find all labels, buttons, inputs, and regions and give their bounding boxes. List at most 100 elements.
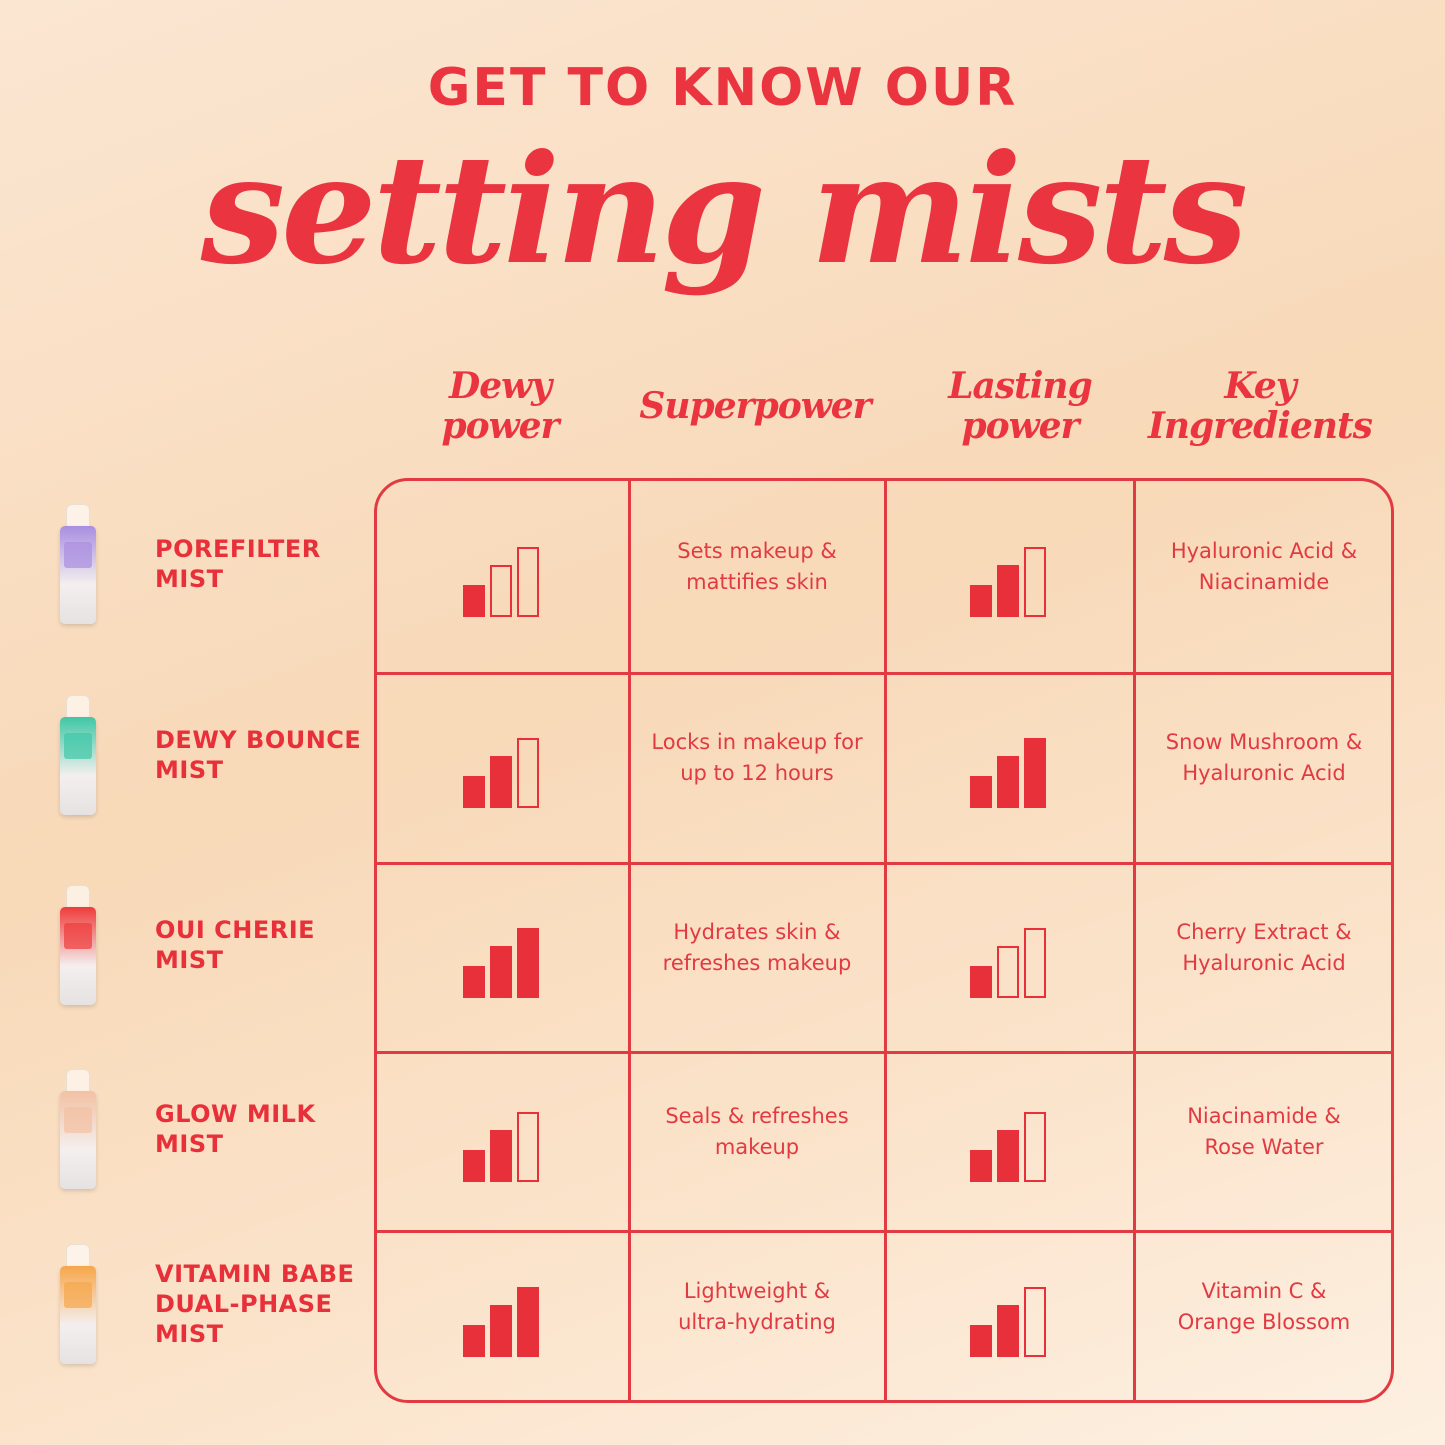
table-column-divider	[628, 481, 631, 1400]
dewy-power-rating	[463, 738, 543, 808]
ingredients-cell: Hyaluronic Acid & Niacinamide	[1134, 481, 1391, 653]
rating-bar-filled	[463, 776, 485, 808]
table-row-divider	[377, 1051, 1391, 1054]
product-name: POREFILTER MIST	[155, 534, 321, 594]
rating-bar-filled	[996, 565, 1019, 617]
ingredients-cell-line: Cherry Extract &	[1176, 919, 1352, 944]
product-name-line: VITAMIN BABE	[155, 1260, 355, 1288]
superpower-cell: Lightweight & ultra-hydrating	[629, 1231, 885, 1383]
ingredients-cell-line: Snow Mushroom &	[1165, 730, 1363, 754]
superpower-cell: Hydrates skin & refreshes makeup	[629, 863, 885, 1032]
page-title: setting mists	[200, 122, 1248, 298]
superpower-cell-line: refreshes makeup	[662, 950, 852, 975]
rating-bar-filled	[969, 965, 992, 998]
rating-bar-filled	[463, 1149, 485, 1182]
ingredients-cell: Vitamin C & Orange Blossom	[1134, 1231, 1391, 1383]
column-header-line: Dewy	[448, 365, 552, 407]
product-name: GLOW MILK MIST	[155, 1099, 316, 1159]
superpower-cell-line: Hydrates skin &	[673, 919, 841, 944]
column-header-dewy-power: Dewy power	[420, 366, 580, 446]
ingredients-cell-line: Rose Water	[1204, 1134, 1324, 1159]
table-column-divider	[1133, 481, 1136, 1400]
ingredients-cell-line: Niacinamide &	[1187, 1103, 1341, 1128]
rating-bar-empty	[1023, 1111, 1046, 1182]
rating-bar-filled	[969, 776, 992, 808]
rating-bar-filled	[517, 1287, 539, 1357]
product-bottle-icon	[60, 504, 96, 624]
rating-bar-empty	[1023, 547, 1046, 617]
column-header-line: power	[441, 405, 559, 447]
rating-bar-filled	[517, 927, 539, 998]
rating-bar-filled	[463, 965, 485, 998]
comparison-table: Sets makeup & mattifies skin Hyaluronic Ac…	[374, 478, 1394, 1403]
ingredients-cell: Niacinamide & Rose Water	[1134, 1052, 1391, 1211]
superpower-cell-line: Sets makeup &	[677, 539, 837, 563]
lasting-power-rating	[969, 1287, 1050, 1357]
ingredients-cell-line: Hyaluronic Acid	[1182, 761, 1346, 785]
product-name: DEWY BOUNCE MIST	[155, 725, 361, 785]
superpower-cell-line: Locks in makeup for	[651, 730, 863, 754]
ingredients-cell-line: Hyaluronic Acid	[1182, 950, 1346, 975]
rating-bar-filled	[996, 756, 1019, 808]
dewy-power-rating	[463, 1111, 543, 1182]
rating-bar-empty	[490, 565, 512, 617]
rating-bar-filled	[490, 1305, 512, 1357]
product-name-line: MIST	[155, 1320, 224, 1348]
rating-bar-filled	[969, 1325, 992, 1357]
rating-bar-filled	[490, 756, 512, 808]
table-row-divider	[377, 862, 1391, 865]
dewy-power-rating	[463, 1287, 543, 1357]
superpower-cell: Seals & refreshes makeup	[629, 1052, 885, 1211]
product-bottle-icon	[60, 884, 96, 1005]
column-header-key-ingredients: Key Ingredients	[1140, 366, 1380, 446]
rating-bar-empty	[1023, 1287, 1046, 1357]
column-header-line: Ingredients	[1148, 405, 1373, 447]
superpower-cell-line: Seals & refreshes	[665, 1103, 849, 1128]
rating-bar-filled	[490, 945, 512, 998]
table-row-divider	[377, 672, 1391, 675]
ingredients-cell-line: Orange Blossom	[1177, 1310, 1351, 1334]
dewy-power-rating	[463, 927, 543, 998]
product-bottle-icon	[60, 1244, 96, 1364]
table-row-divider	[377, 1230, 1391, 1233]
rating-bar-filled	[996, 1305, 1019, 1357]
product-name-line: DUAL-PHASE	[155, 1290, 333, 1318]
lasting-power-rating	[969, 927, 1050, 998]
product-name-line: MIST	[155, 565, 224, 593]
rating-bar-empty	[517, 547, 539, 617]
rating-bar-empty	[996, 945, 1019, 998]
product-name-line: MIST	[155, 1129, 224, 1158]
superpower-cell-line: mattifies skin	[686, 570, 828, 594]
column-header-lasting-power: Lasting power	[920, 366, 1120, 446]
page-kicker: GET TO KNOW OUR	[427, 58, 1018, 118]
product-name-line: MIST	[155, 756, 224, 784]
product-name-line: MIST	[155, 945, 224, 974]
ingredients-cell-line: Vitamin C &	[1201, 1279, 1327, 1303]
rating-bar-filled	[463, 1325, 485, 1357]
superpower-cell-line: ultra-hydrating	[678, 1310, 836, 1334]
product-name-line: OUI CHERIE	[155, 915, 316, 944]
rating-bar-filled	[463, 585, 485, 617]
column-header-line: Superpower	[639, 385, 871, 427]
superpower-cell-line: makeup	[714, 1134, 800, 1159]
ingredients-cell: Cherry Extract & Hyaluronic Acid	[1134, 863, 1391, 1032]
superpower-cell-line: Lightweight &	[683, 1279, 831, 1303]
column-header-superpower: Superpower	[630, 386, 880, 426]
rating-bar-filled	[996, 1129, 1019, 1182]
product-name-line: DEWY BOUNCE	[155, 726, 362, 754]
ingredients-cell-line: Hyaluronic Acid &	[1170, 539, 1358, 563]
rating-bar-filled	[969, 585, 992, 617]
ingredients-cell-line: Niacinamide	[1198, 570, 1330, 594]
lasting-power-rating	[969, 547, 1050, 617]
rating-bar-filled	[1023, 738, 1046, 808]
rating-bar-filled	[969, 1149, 992, 1182]
product-bottle-icon	[60, 1068, 96, 1189]
product-name-line: POREFILTER	[155, 535, 321, 563]
superpower-cell: Sets makeup & mattifies skin	[629, 481, 885, 653]
column-header-line: power	[961, 405, 1079, 447]
product-bottle-icon	[60, 695, 96, 815]
rating-bar-filled	[490, 1129, 512, 1182]
product-name: VITAMIN BABE DUAL-PHASE MIST	[155, 1259, 354, 1349]
superpower-cell: Locks in makeup for up to 12 hours	[629, 673, 885, 843]
product-name: OUI CHERIE MIST	[155, 915, 315, 975]
